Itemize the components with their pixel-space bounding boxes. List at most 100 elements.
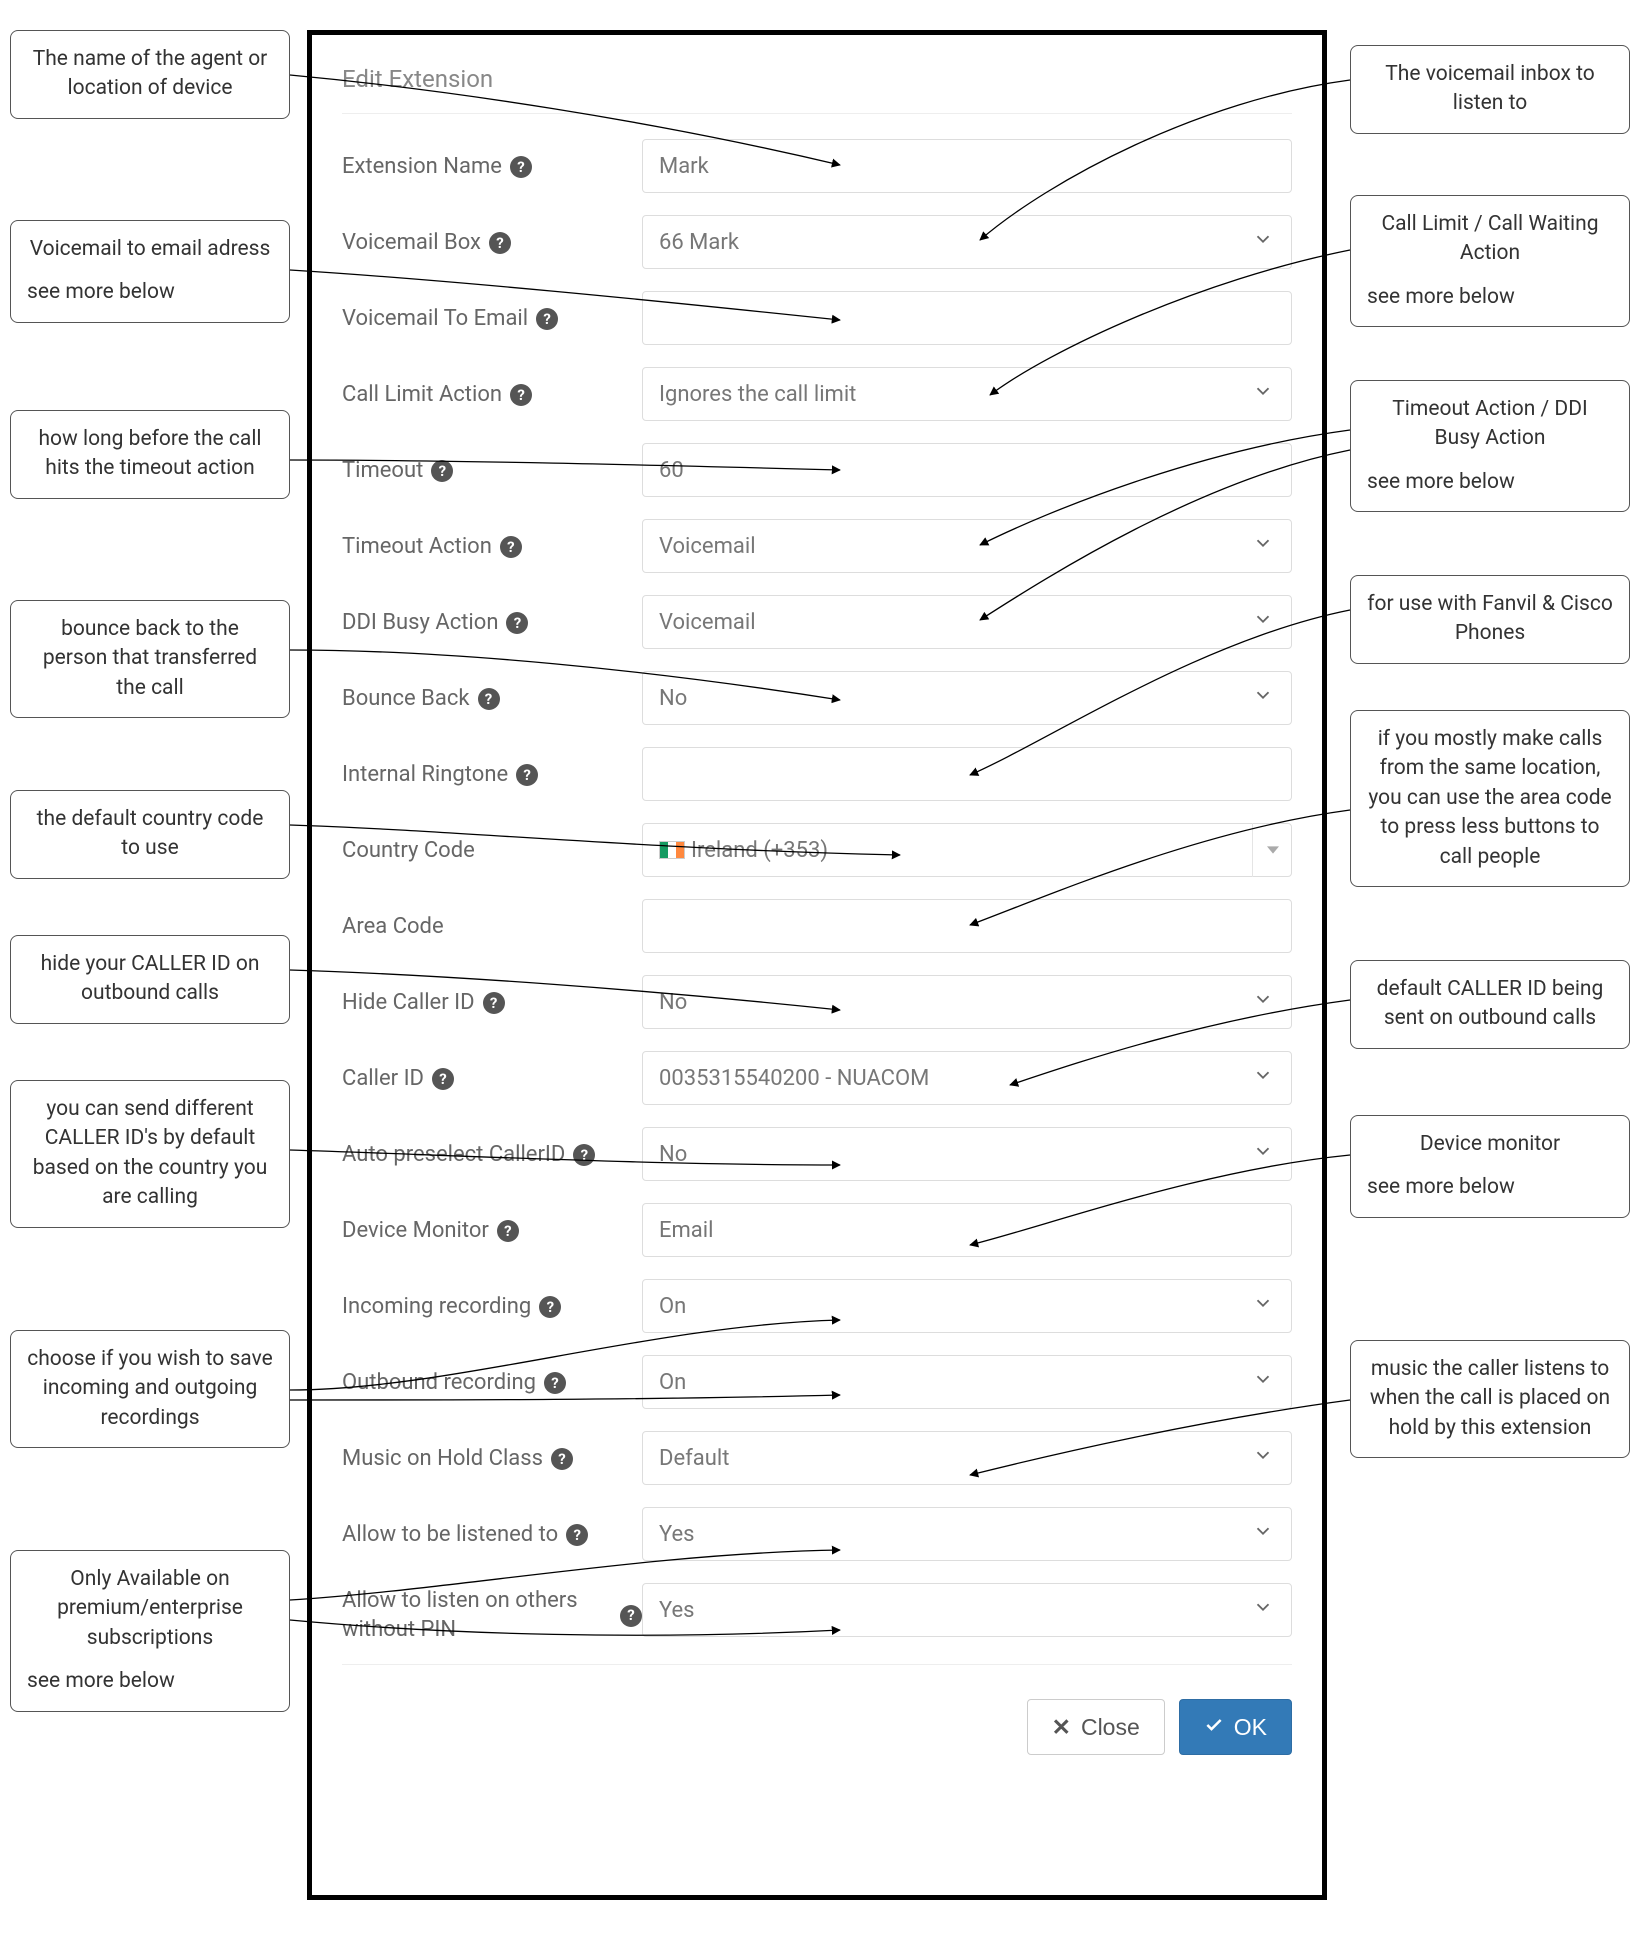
- label-bounce-back: Bounce Back ?: [342, 671, 642, 714]
- help-icon[interactable]: ?: [536, 308, 558, 330]
- callout-caller-id: default CALLER ID being sent on outbound…: [1350, 960, 1630, 1049]
- ok-button[interactable]: OK: [1179, 1699, 1292, 1755]
- bounce-back-select[interactable]: No: [642, 671, 1292, 725]
- dropdown-trigger-icon[interactable]: [1252, 823, 1292, 877]
- extension-name-input[interactable]: [642, 139, 1292, 193]
- callout-bounce-back: bounce back to the person that transferr…: [10, 600, 290, 718]
- caller-id-select[interactable]: 0035315540200 - NUACOM: [642, 1051, 1292, 1105]
- help-icon[interactable]: ?: [544, 1372, 566, 1394]
- label-internal-ringtone: Internal Ringtone ?: [342, 747, 642, 790]
- area-code-input[interactable]: [642, 899, 1292, 953]
- row-device-monitor: Device Monitor ?: [342, 1203, 1292, 1261]
- music-on-hold-select[interactable]: Default: [642, 1431, 1292, 1485]
- row-auto-preselect-callerid: Auto preselect CallerID ? No: [342, 1127, 1292, 1185]
- ireland-flag-icon: [659, 841, 685, 859]
- label-incoming-recording: Incoming recording ?: [342, 1279, 642, 1322]
- help-icon[interactable]: ?: [620, 1605, 642, 1627]
- label-allow-listen-others: Allow to listen on others without PIN ?: [342, 1583, 642, 1644]
- callout-timeout-ddi: Timeout Action / DDI Busy Action see mor…: [1350, 380, 1630, 512]
- help-icon[interactable]: ?: [431, 460, 453, 482]
- callout-internal-ringtone: for use with Fanvil & Cisco Phones: [1350, 575, 1630, 664]
- row-bounce-back: Bounce Back ? No: [342, 671, 1292, 729]
- row-outbound-recording: Outbound recording ? On: [342, 1355, 1292, 1413]
- row-country-code: Country Code Ireland (+353): [342, 823, 1292, 881]
- label-hide-caller-id: Hide Caller ID ?: [342, 975, 642, 1018]
- row-allow-listened: Allow to be listened to ? Yes: [342, 1507, 1292, 1565]
- label-call-limit: Call Limit Action ?: [342, 367, 642, 410]
- help-icon[interactable]: ?: [573, 1144, 595, 1166]
- hide-caller-id-select[interactable]: No: [642, 975, 1292, 1029]
- panel-title: Edit Extension: [342, 65, 1292, 114]
- callout-recordings: choose if you wish to save incoming and …: [10, 1330, 290, 1448]
- voicemail-box-select[interactable]: 66 Mark: [642, 215, 1292, 269]
- device-monitor-input[interactable]: [642, 1203, 1292, 1257]
- row-incoming-recording: Incoming recording ? On: [342, 1279, 1292, 1337]
- help-icon[interactable]: ?: [566, 1524, 588, 1546]
- callout-auto-callerid: you can send different CALLER ID's by de…: [10, 1080, 290, 1228]
- label-timeout-action: Timeout Action ?: [342, 519, 642, 562]
- footer: ✕ Close OK: [342, 1695, 1292, 1785]
- timeout-input[interactable]: [642, 443, 1292, 497]
- help-icon[interactable]: ?: [506, 612, 528, 634]
- label-allow-listened: Allow to be listened to ?: [342, 1507, 642, 1550]
- callout-area-code: if you mostly make calls from the same l…: [1350, 710, 1630, 887]
- country-code-select[interactable]: Ireland (+353): [642, 823, 1292, 877]
- callout-voicemail-email: Voicemail to email adress see more below: [10, 220, 290, 323]
- callout-music-on-hold: music the caller listens to when the cal…: [1350, 1340, 1630, 1458]
- row-timeout-action: Timeout Action ? Voicemail: [342, 519, 1292, 577]
- callout-country-code: the default country code to use: [10, 790, 290, 879]
- call-limit-select[interactable]: Ignores the call limit: [642, 367, 1292, 421]
- help-icon[interactable]: ?: [478, 688, 500, 710]
- row-hide-caller-id: Hide Caller ID ? No: [342, 975, 1292, 1033]
- label-ddi-busy: DDI Busy Action ?: [342, 595, 642, 638]
- row-call-limit: Call Limit Action ? Ignores the call lim…: [342, 367, 1292, 425]
- help-icon[interactable]: ?: [483, 992, 505, 1014]
- callout-device-monitor: Device monitor see more below: [1350, 1115, 1630, 1218]
- label-voicemail-email: Voicemail To Email ?: [342, 291, 642, 334]
- row-music-on-hold: Music on Hold Class ? Default: [342, 1431, 1292, 1489]
- help-icon[interactable]: ?: [432, 1068, 454, 1090]
- help-icon[interactable]: ?: [516, 764, 538, 786]
- close-icon: ✕: [1052, 1714, 1071, 1741]
- help-icon[interactable]: ?: [539, 1296, 561, 1318]
- label-device-monitor: Device Monitor ?: [342, 1203, 642, 1246]
- row-voicemail-email: Voicemail To Email ?: [342, 291, 1292, 349]
- allow-listened-select[interactable]: Yes: [642, 1507, 1292, 1561]
- label-caller-id: Caller ID ?: [342, 1051, 642, 1094]
- row-voicemail-box: Voicemail Box ? 66 Mark: [342, 215, 1292, 273]
- callout-allow-listened: Only Available on premium/enterprise sub…: [10, 1550, 290, 1712]
- row-allow-listen-others: Allow to listen on others without PIN ? …: [342, 1583, 1292, 1644]
- label-area-code: Area Code: [342, 899, 642, 942]
- edit-extension-panel: Edit Extension Extension Name ? Voicemai…: [307, 30, 1327, 1900]
- voicemail-email-input[interactable]: [642, 291, 1292, 345]
- auto-preselect-callerid-select[interactable]: No: [642, 1127, 1292, 1181]
- incoming-recording-select[interactable]: On: [642, 1279, 1292, 1333]
- help-icon[interactable]: ?: [510, 156, 532, 178]
- help-icon[interactable]: ?: [497, 1220, 519, 1242]
- row-caller-id: Caller ID ? 0035315540200 - NUACOM: [342, 1051, 1292, 1109]
- ddi-busy-select[interactable]: Voicemail: [642, 595, 1292, 649]
- help-icon[interactable]: ?: [551, 1448, 573, 1470]
- row-internal-ringtone: Internal Ringtone ?: [342, 747, 1292, 805]
- label-auto-preselect-callerid: Auto preselect CallerID ?: [342, 1127, 642, 1170]
- callout-voicemail-box: The voicemail inbox to listen to: [1350, 45, 1630, 134]
- help-icon[interactable]: ?: [510, 384, 532, 406]
- timeout-action-select[interactable]: Voicemail: [642, 519, 1292, 573]
- check-icon: [1204, 1714, 1224, 1741]
- label-timeout: Timeout ?: [342, 443, 642, 486]
- label-extension-name: Extension Name ?: [342, 139, 642, 182]
- allow-listen-others-select[interactable]: Yes: [642, 1583, 1292, 1637]
- close-button[interactable]: ✕ Close: [1027, 1699, 1165, 1755]
- label-music-on-hold: Music on Hold Class ?: [342, 1431, 642, 1474]
- row-area-code: Area Code: [342, 899, 1292, 957]
- callout-extension-name: The name of the agent or location of dev…: [10, 30, 290, 119]
- divider: [342, 1664, 1292, 1665]
- help-icon[interactable]: ?: [489, 232, 511, 254]
- label-country-code: Country Code: [342, 823, 642, 866]
- help-icon[interactable]: ?: [500, 536, 522, 558]
- outbound-recording-select[interactable]: On: [642, 1355, 1292, 1409]
- callout-call-limit: Call Limit / Call Waiting Action see mor…: [1350, 195, 1630, 327]
- internal-ringtone-input[interactable]: [642, 747, 1292, 801]
- row-timeout: Timeout ?: [342, 443, 1292, 501]
- label-voicemail-box: Voicemail Box ?: [342, 215, 642, 258]
